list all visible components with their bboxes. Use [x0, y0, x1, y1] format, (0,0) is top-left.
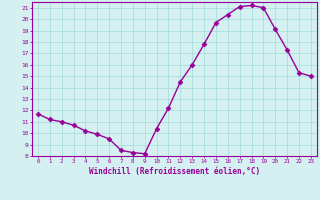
X-axis label: Windchill (Refroidissement éolien,°C): Windchill (Refroidissement éolien,°C): [89, 167, 260, 176]
